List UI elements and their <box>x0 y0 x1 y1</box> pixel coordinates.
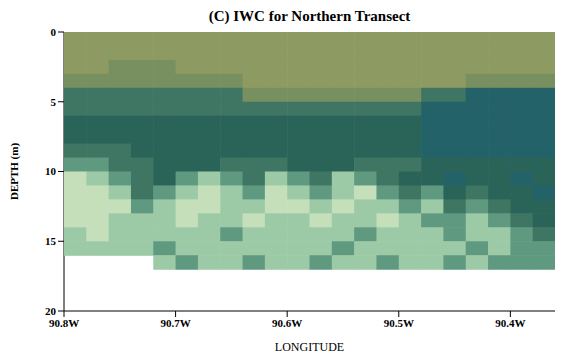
svg-text:10: 10 <box>45 165 57 177</box>
svg-text:0: 0 <box>51 26 57 38</box>
svg-text:15: 15 <box>45 235 57 247</box>
svg-text:20: 20 <box>45 305 57 317</box>
svg-text:DEPTH (m): DEPTH (m) <box>8 143 21 200</box>
svg-text:LONGITUDE: LONGITUDE <box>275 340 344 354</box>
svg-text:90.4W: 90.4W <box>495 317 525 329</box>
html-text:(C) IWC for Northern Transect: (C) IWC for Northern Transect <box>208 8 411 24</box>
svg-text:90.6W: 90.6W <box>272 317 302 329</box>
svg-text:90.5W: 90.5W <box>384 317 414 329</box>
svg-text:5: 5 <box>51 96 57 108</box>
svg-text:90.8W: 90.8W <box>49 317 79 329</box>
svg-text:90.7W: 90.7W <box>160 317 190 329</box>
